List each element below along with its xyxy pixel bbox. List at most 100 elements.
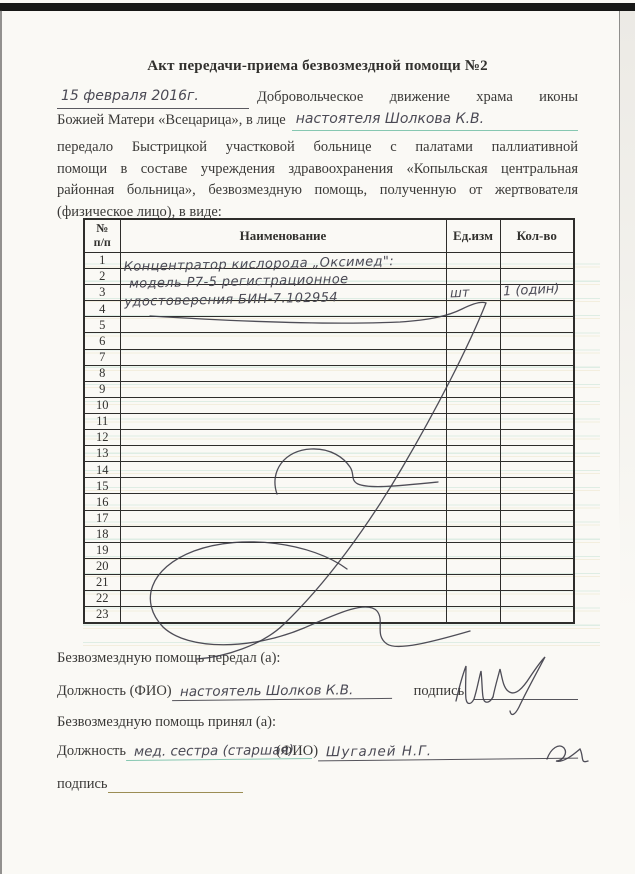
signature-line-1 (474, 679, 578, 700)
cell-qty (499, 541, 575, 559)
cell-num: 11 (83, 412, 121, 431)
cell-unit (445, 606, 501, 624)
position-fio-label: Должность (ФИО) (57, 683, 172, 699)
cell-num: 21 (83, 573, 121, 591)
cell-unit (445, 525, 501, 543)
handwritten-donor-name: настоятеля Шолкова К.В. (291, 109, 578, 131)
handwritten-qty: 1 (один) (502, 281, 560, 300)
table-row: 23 (83, 606, 575, 624)
cell-name (119, 477, 447, 495)
intro-line-2-text: Божией Матери «Всецарица», в лице (57, 111, 286, 128)
table-row: 9 (83, 380, 575, 398)
cell-unit (445, 380, 501, 398)
cell-qty (499, 396, 575, 414)
cell-name (119, 557, 447, 575)
handwritten-gave-name: настоятель Шолков К.В. (171, 681, 392, 702)
signature-label: подпись (413, 683, 465, 699)
cell-qty (499, 589, 575, 608)
cell-qty (499, 606, 575, 624)
cell-unit (445, 461, 501, 479)
cell-qty (499, 412, 575, 431)
cell-num: 23 (83, 606, 121, 624)
cell-name (119, 509, 447, 527)
cell-qty (499, 429, 575, 447)
cell-unit (445, 364, 501, 382)
cell-name (119, 493, 447, 511)
cell-num: 5 (83, 316, 121, 334)
cell-name (119, 316, 447, 334)
cell-unit (445, 268, 501, 286)
cell-name (119, 461, 447, 479)
scan-strip-right (620, 11, 635, 874)
intro-line-1-text: Добровольческое движение храма иконы (257, 89, 578, 105)
cell-unit (445, 429, 501, 447)
cell-qty (499, 300, 575, 318)
cell-unit (445, 251, 501, 270)
cell-name (119, 573, 447, 591)
table-header-row: № п/п Наименование Ед.изм Кол-во (83, 218, 575, 253)
table-row: 15 (83, 477, 575, 495)
intro-line-4: помощи в составе учреждения здравоохране… (57, 160, 578, 177)
signature2-label: подпись (57, 776, 108, 792)
cell-qty (499, 525, 575, 543)
handwritten-item-description: Концентратор кислорода „Оксимед": модель… (123, 253, 395, 311)
cell-unit (445, 396, 501, 414)
table-row: 7 (83, 348, 575, 366)
cell-num: 13 (83, 445, 121, 463)
table-row: 18 (83, 525, 575, 543)
document-title: Акт передачи-приема безвозмездной помощи… (147, 58, 488, 74)
cell-unit (445, 557, 501, 575)
cell-name (119, 380, 447, 398)
cell-qty (499, 251, 575, 270)
cell-num: 8 (83, 364, 121, 382)
cell-num: 19 (83, 541, 121, 559)
handwritten-received-position: мед. сестра (старшая) (125, 742, 313, 761)
table-row: 13 (83, 445, 575, 463)
cell-qty (499, 573, 575, 591)
cell-name (119, 541, 447, 559)
table-row: 5 (83, 316, 575, 334)
signature-line-2 (107, 774, 243, 793)
cell-qty (499, 348, 575, 366)
header-name: Наименование (119, 218, 447, 253)
cell-qty (499, 477, 575, 495)
cell-num: 15 (83, 477, 121, 495)
header-unit: Ед.изм (445, 218, 501, 253)
intro-paragraph: 15 февраля 2016г. Добровольческое движен… (57, 86, 578, 223)
cell-name (119, 429, 447, 447)
cell-qty (499, 509, 575, 527)
cell-num: 6 (83, 332, 121, 350)
cell-name (119, 445, 447, 463)
cell-unit (445, 412, 501, 431)
received-line: Должность мед. сестра (старшая) (ФИО) Шу… (57, 741, 579, 762)
cell-unit (445, 300, 501, 318)
cell-num: 9 (83, 380, 121, 398)
cell-qty (499, 364, 575, 382)
cell-name (119, 364, 447, 382)
intro-line-5: районная больница», безвозмездную помощь… (57, 182, 578, 198)
header-qty: Кол-во (499, 218, 575, 253)
intro-line-3: передало Быстрицкой участковой больнице … (57, 139, 578, 155)
cell-name (119, 589, 447, 608)
cell-name (119, 348, 447, 366)
table-row: 20 (83, 557, 575, 575)
handwritten-unit: шт (449, 285, 470, 302)
cell-unit (445, 573, 501, 591)
cell-qty (499, 557, 575, 575)
table-row: 12 (83, 429, 575, 447)
table-row: 16 (83, 493, 575, 511)
cell-qty (499, 332, 575, 350)
cell-unit (445, 445, 501, 463)
cell-num: 20 (83, 557, 121, 575)
cell-unit (445, 477, 501, 495)
intro-line-2: Божией Матери «Всецарица», в лице настоя… (57, 109, 578, 131)
cell-name (119, 606, 447, 624)
cell-qty (499, 380, 575, 398)
cell-name (119, 396, 447, 414)
gave-label: Безвозмездную помощь передал (а): (57, 650, 281, 666)
gave-line: Должность (ФИО) настоятель Шолков К.В. п… (57, 679, 578, 702)
cell-qty (499, 493, 575, 511)
cell-num: 10 (83, 396, 121, 414)
cell-unit (445, 589, 501, 608)
cell-name (119, 412, 447, 431)
